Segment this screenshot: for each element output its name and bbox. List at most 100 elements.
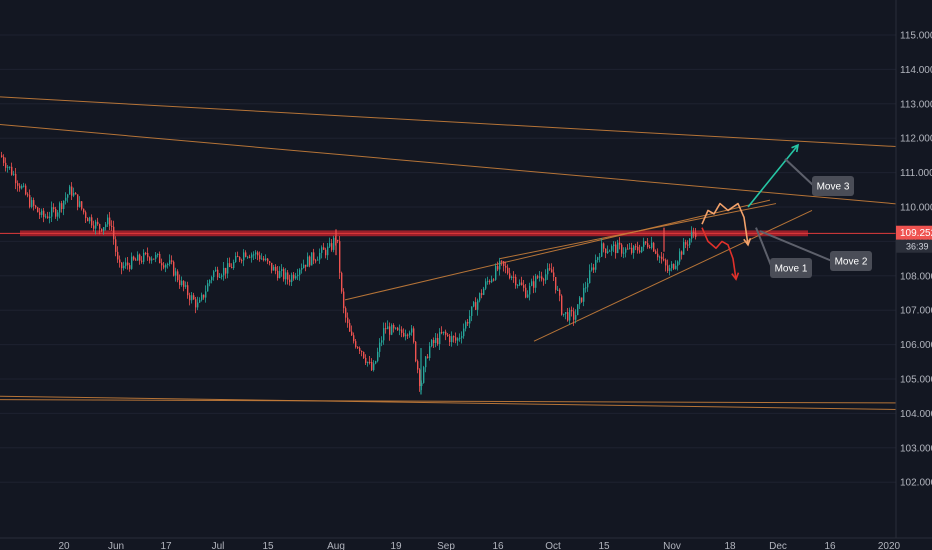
candle-body (231, 267, 233, 269)
time-tick-label: Dec (769, 541, 787, 550)
candle-body (435, 337, 437, 344)
candle-body (613, 244, 615, 247)
candle-body (661, 256, 663, 260)
candle-body (21, 186, 23, 189)
candle-body (121, 262, 123, 269)
candle-body (599, 256, 601, 258)
candle-body (569, 309, 571, 321)
candle-body (5, 162, 7, 168)
candle-body (609, 250, 611, 252)
candle-body (579, 297, 581, 305)
candle-body (189, 295, 191, 301)
candle-body (73, 193, 75, 196)
candle-body (519, 282, 521, 285)
candle-body (239, 257, 241, 261)
candle-body (259, 255, 261, 260)
time-axis[interactable]: 20 Jun 17 Jul 15 Aug 19 Sep 16 Oct 15 Nov 18 Dec 16 202… (0, 537, 932, 550)
candle-body (381, 340, 383, 343)
move-3-path-arrowhead (791, 143, 800, 153)
candle-body (251, 254, 253, 258)
time-tick-label: Sep (437, 541, 455, 550)
candle-body (153, 258, 155, 260)
price-axis[interactable]: 115.000 114.000 113.000 112.000 111.000 110.0… (895, 0, 932, 550)
candle-body (651, 242, 653, 248)
candle-body (313, 252, 315, 261)
candle-body (291, 274, 293, 283)
candle-body (305, 264, 307, 267)
candle-body (265, 258, 267, 261)
candle-body (343, 291, 345, 309)
candle-body (539, 276, 541, 278)
candle-body (409, 332, 411, 336)
candle-body (615, 244, 617, 254)
candle-body (17, 183, 19, 186)
candle-body (513, 276, 515, 278)
candle-body (55, 208, 57, 217)
candle-body (77, 194, 79, 207)
candle-body (15, 173, 17, 184)
time-tick-label: 16 (824, 541, 836, 550)
candle-body (277, 270, 279, 278)
candle-body (317, 259, 319, 261)
candle-body (297, 274, 299, 277)
candle-body (155, 254, 157, 259)
candle-body (671, 264, 673, 269)
candle-body (215, 269, 217, 272)
candle-body (139, 254, 141, 261)
candle-body (639, 250, 641, 253)
candle-body (365, 357, 367, 363)
grid-lines (0, 34, 896, 483)
candle-body (137, 254, 139, 261)
candle-body (321, 247, 323, 253)
candle-body (655, 251, 657, 254)
candle-body (325, 249, 327, 256)
price-tick-label: 108.000 (900, 271, 932, 282)
candle-body (3, 156, 5, 163)
candle-body (247, 256, 249, 258)
candle-body (183, 280, 185, 287)
candle-body (323, 247, 325, 250)
candle-body (253, 254, 255, 256)
callout-leader (755, 227, 773, 269)
candle-body (23, 185, 25, 187)
candle-body (621, 244, 623, 254)
callout-label: Move 2 (835, 257, 868, 268)
candle-body (565, 312, 567, 314)
candle-body (223, 267, 225, 276)
candle-body (333, 237, 335, 250)
candle-body (545, 274, 547, 281)
candle-body (631, 247, 633, 253)
time-tick-label: Nov (663, 541, 681, 550)
candle-body (505, 265, 507, 268)
candle-body (567, 312, 569, 321)
candle-body (361, 351, 363, 353)
candle-body (269, 261, 271, 263)
time-tick-label: Aug (327, 541, 345, 550)
price-tick-label: 111.000 (900, 168, 932, 179)
candle-body (117, 251, 119, 260)
candle-body (397, 327, 399, 331)
candle-body (135, 259, 137, 261)
trendlines (0, 96, 932, 411)
candle-body (379, 342, 381, 352)
candle-body (95, 221, 97, 229)
time-tick-label: Jul (212, 541, 225, 550)
time-tick-label: 18 (724, 541, 736, 550)
candle-body (65, 197, 67, 201)
candle-body (367, 361, 369, 363)
candle-body (327, 246, 329, 256)
candle-body (205, 291, 207, 298)
candle-body (87, 218, 89, 222)
candle-body (497, 266, 499, 270)
candle-body (191, 295, 193, 301)
candle-body (309, 256, 311, 266)
time-tick-label: 15 (262, 541, 274, 550)
candle-body (249, 256, 251, 258)
candle-body (617, 242, 619, 254)
candle-body (533, 281, 535, 288)
candle-body (279, 271, 281, 278)
candle-body (255, 252, 257, 255)
candle-body (517, 284, 519, 286)
candle-body (595, 259, 597, 270)
candle-body (99, 224, 101, 229)
